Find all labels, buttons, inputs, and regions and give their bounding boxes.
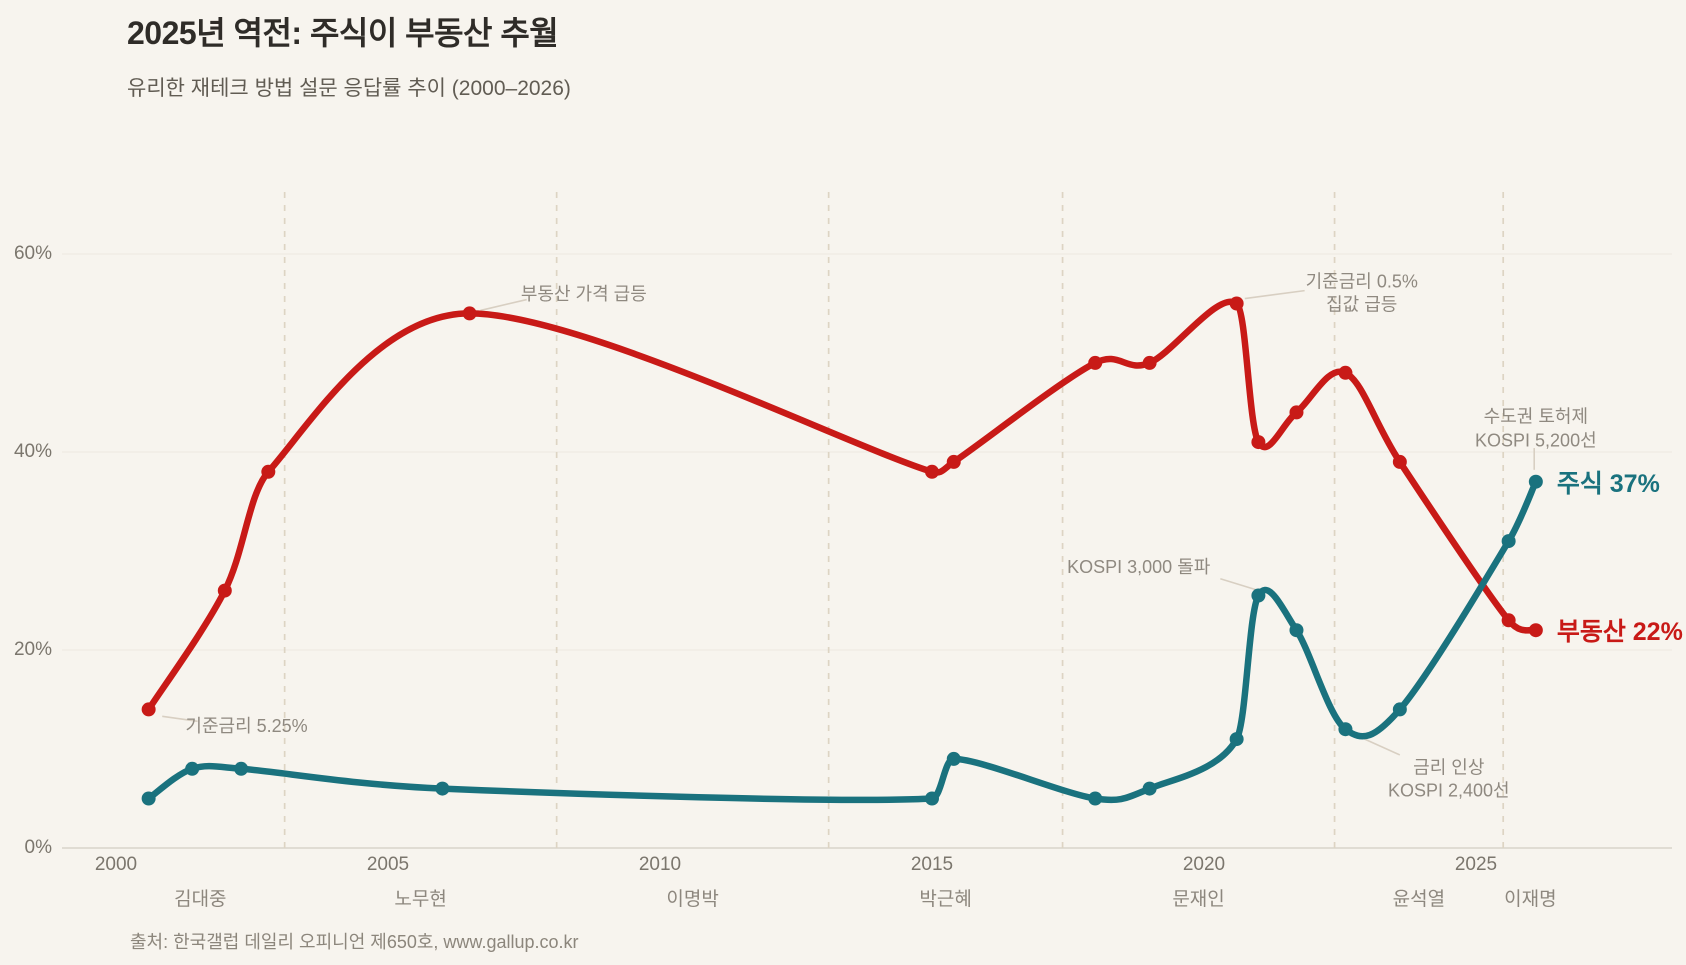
stocks-point-2025.6 xyxy=(1501,534,1516,549)
annotation-rate-hike: 금리 인상 KOSPI 2,400선 xyxy=(1388,756,1510,804)
source-note: 출처: 한국갤럽 데일리 오피니언 제650호, www.gallup.co.k… xyxy=(130,932,579,952)
real-estate-end-label: 부동산 22% xyxy=(1556,618,1683,647)
stocks-point-2026.1 xyxy=(1528,474,1543,489)
y-tick-label-40: 40% xyxy=(13,441,52,462)
annotation-base-rate-5-25: 기준금리 5.25% xyxy=(185,715,307,739)
president-label-윤석열: 윤석열 xyxy=(1392,889,1446,910)
real_estate-point-2006.5 xyxy=(462,306,477,321)
x-tick-label-2010: 2010 xyxy=(638,854,682,875)
stocks-end-label: 주식 37% xyxy=(1556,469,1660,498)
stocks-point-2019 xyxy=(1142,781,1157,796)
annotation-leader-re-price-surge xyxy=(480,298,527,312)
x-tick-label-2020: 2020 xyxy=(1182,854,1226,875)
real_estate-point-2020.6 xyxy=(1229,296,1244,311)
annotation-leader-base-rate-0-5 xyxy=(1244,289,1305,300)
annotation-leader-kospi-3000 xyxy=(1220,577,1256,591)
x-tick-label-2025: 2025 xyxy=(1454,854,1498,875)
stocks-point-2006 xyxy=(435,781,450,796)
stocks-point-2001.4 xyxy=(185,761,200,776)
real_estate-point-2021 xyxy=(1251,435,1266,450)
stocks-point-2015 xyxy=(925,791,939,806)
stocks-line xyxy=(145,478,1540,804)
stocks-point-2015.4 xyxy=(946,751,961,766)
y-tick-label-60: 60% xyxy=(13,243,52,264)
annotation-line: KOSPI 3,000 돌파 xyxy=(1067,556,1211,577)
x-tick-label-2015: 2015 xyxy=(910,854,954,875)
page-title: 2025년 역전: 주식이 부동산 추월 xyxy=(127,15,559,51)
annotation-line: 기준금리 5.25% xyxy=(185,716,308,737)
president-label-김대중: 김대중 xyxy=(174,889,227,910)
real_estate-point-2023.6 xyxy=(1392,454,1407,469)
x-tick-label-2005: 2005 xyxy=(366,854,410,875)
stocks-point-2002.3 xyxy=(234,761,249,776)
president-label-문재인: 문재인 xyxy=(1172,889,1225,910)
stocks-point-2020.6 xyxy=(1229,732,1244,747)
real_estate-point-2000.6 xyxy=(141,702,156,717)
president-label-이재명: 이재명 xyxy=(1504,889,1557,910)
annotation-kospi-3000: KOSPI 3,000 돌파 xyxy=(1067,556,1210,580)
y-tick-label-0: 0% xyxy=(24,837,52,858)
real_estate-line xyxy=(145,298,1540,713)
real_estate-point-2002 xyxy=(217,583,232,598)
annotation-re-price-surge: 부동산 가격 급등 xyxy=(521,283,647,307)
real_estate-point-2015 xyxy=(925,464,939,479)
annotation-line: 집값 급등 xyxy=(1326,294,1398,315)
real_estate-point-2022.6 xyxy=(1338,365,1353,380)
real_estate-point-2025.6 xyxy=(1501,613,1516,628)
real_estate-point-2019 xyxy=(1142,355,1157,370)
page-subtitle: 유리한 재테크 방법 설문 응답률 추이 (2000–2026) xyxy=(127,77,571,100)
president-label-노무현: 노무현 xyxy=(394,889,447,910)
annotation-base-rate-0-5: 기준금리 0.5% 집값 급등 xyxy=(1306,270,1418,318)
annotation-line: 부동산 가격 급등 xyxy=(520,283,647,304)
real_estate-point-2018 xyxy=(1088,355,1103,370)
stocks-point-2018 xyxy=(1088,791,1103,806)
real_estate-point-2015.4 xyxy=(946,454,961,469)
x-tick-label-2000: 2000 xyxy=(94,854,138,875)
annotation-toheoje: 수도권 토허제 KOSPI 5,200선 xyxy=(1475,405,1597,453)
y-tick-label-20: 20% xyxy=(13,639,52,660)
real_estate-point-2021.7 xyxy=(1289,405,1304,420)
stocks-point-2023.6 xyxy=(1392,702,1407,717)
president-label-이명박: 이명박 xyxy=(666,889,719,910)
stocks-point-2022.6 xyxy=(1338,722,1353,737)
stocks-point-2021.7 xyxy=(1289,623,1304,638)
annotation-line: KOSPI 2,400선 xyxy=(1387,780,1510,801)
annotation-leader-base-rate-5-25 xyxy=(162,715,198,723)
stocks-point-2000.6 xyxy=(141,791,156,806)
annotation-line: KOSPI 5,200선 xyxy=(1475,430,1597,451)
real_estate-point-2002.8 xyxy=(261,464,276,479)
annotation-line: 금리 인상 xyxy=(1413,756,1485,777)
stocks-point-2021 xyxy=(1251,588,1266,603)
president-label-박근혜: 박근혜 xyxy=(919,889,972,910)
annotation-line: 수도권 토허제 xyxy=(1483,406,1589,427)
annotation-line: 기준금리 0.5% xyxy=(1305,270,1418,291)
real_estate-point-2026.1 xyxy=(1528,623,1543,638)
